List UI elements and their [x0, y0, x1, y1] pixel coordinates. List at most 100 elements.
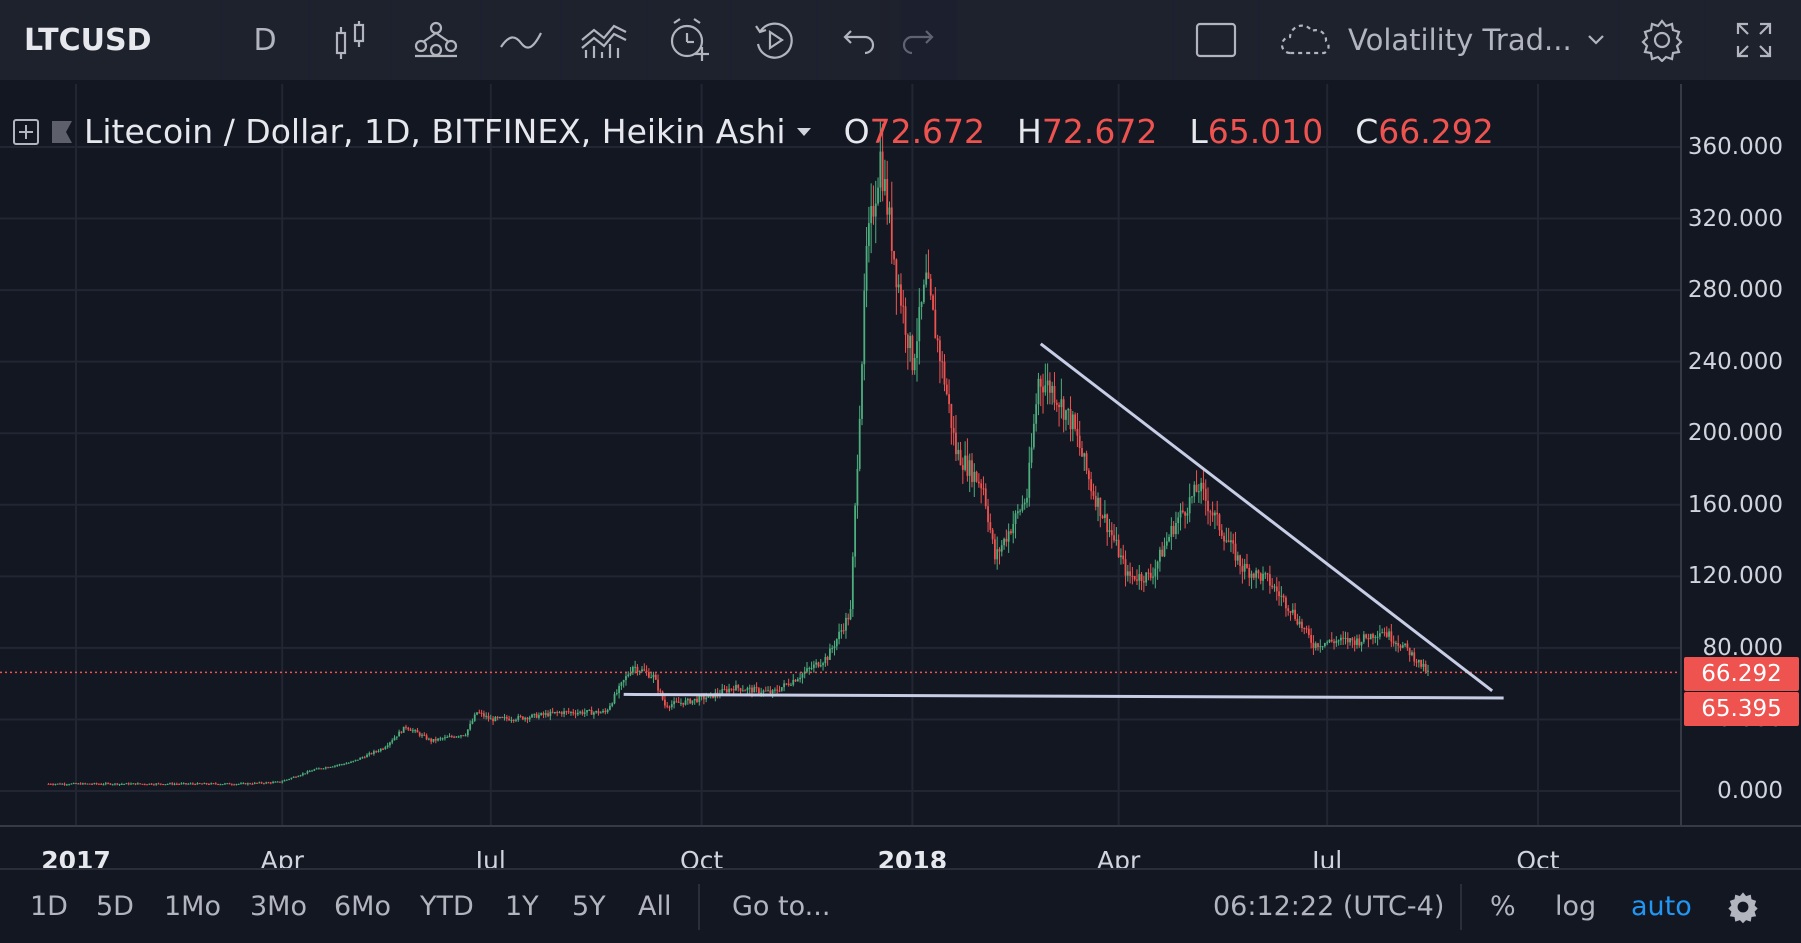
settings-button[interactable]: [1620, 0, 1704, 80]
candle-body: [1248, 567, 1251, 578]
candle-body: [799, 677, 802, 680]
bar-style-button[interactable]: [310, 0, 390, 80]
range-1d[interactable]: 1D: [30, 891, 68, 922]
candle-body: [372, 751, 375, 754]
candle-body: [913, 358, 916, 371]
range-5d[interactable]: 5D: [96, 891, 134, 922]
candle-body: [922, 284, 925, 303]
candle-body: [1120, 555, 1122, 558]
percent-scale-toggle[interactable]: %: [1490, 891, 1516, 922]
candle-body: [927, 272, 930, 279]
candle-body: [409, 729, 412, 731]
candle-body: [386, 745, 389, 748]
candle-body: [336, 765, 339, 767]
range-all[interactable]: All: [638, 891, 672, 922]
candle-body: [542, 713, 545, 715]
candle-body: [1362, 634, 1365, 642]
goto-date-button[interactable]: Go to...: [732, 891, 831, 922]
interval-button[interactable]: D: [222, 0, 308, 80]
candle-body: [139, 783, 142, 785]
candle-body: [1181, 510, 1184, 513]
candle-body: [480, 712, 483, 714]
candle-body: [586, 710, 588, 713]
add-symbol-icon[interactable]: [12, 118, 40, 146]
candle-body: [352, 760, 355, 762]
log-scale-toggle[interactable]: log: [1555, 891, 1597, 922]
range-3mo[interactable]: 3Mo: [250, 891, 307, 922]
candle-body: [549, 711, 552, 717]
candle-body: [263, 783, 265, 785]
candle-body: [1358, 638, 1361, 646]
candle-body: [1262, 573, 1264, 581]
indicators-button[interactable]: [562, 0, 646, 80]
candle-body: [929, 278, 932, 296]
chart-type-line-button[interactable]: [482, 0, 560, 80]
range-6mo[interactable]: 6Mo: [334, 891, 391, 922]
undo-button[interactable]: [818, 0, 900, 80]
candle-body: [276, 781, 279, 783]
flag-icon[interactable]: [50, 119, 74, 145]
candle-body: [164, 784, 167, 786]
drawings-layer: [0, 342, 1681, 700]
candle-body: [1374, 636, 1377, 638]
fullscreen-button[interactable]: [1706, 0, 1801, 80]
candle-body: [508, 718, 511, 721]
candle-body: [1225, 540, 1228, 542]
replay-button[interactable]: [732, 0, 816, 80]
auto-scale-toggle[interactable]: auto: [1631, 891, 1692, 922]
candle-body: [1360, 641, 1363, 646]
legend-caret-icon[interactable]: [796, 127, 812, 137]
compare-button[interactable]: [392, 0, 480, 80]
alert-button[interactable]: [648, 0, 730, 80]
candle-body: [1342, 637, 1345, 639]
candle-body: [1062, 399, 1065, 420]
candle-body: [102, 784, 105, 786]
candle-body: [148, 783, 151, 785]
candle-body: [757, 688, 760, 694]
candle-body: [54, 783, 57, 785]
toolbar-spacer: [958, 0, 1172, 80]
candle-body: [494, 717, 497, 722]
legend-title[interactable]: Litecoin / Dollar, 1D, BITFINEX, Heikin …: [84, 112, 786, 151]
candle-body: [1236, 555, 1239, 561]
range-1y[interactable]: 1Y: [505, 891, 539, 922]
range-5y[interactable]: 5Y: [572, 891, 606, 922]
candle-body: [1216, 512, 1219, 515]
candle-body: [817, 662, 820, 667]
candle-body: [602, 710, 604, 713]
candle-body: [196, 783, 199, 785]
symbol-search-button[interactable]: LTCUSD: [0, 0, 220, 80]
candle-body: [81, 783, 84, 785]
candle-body: [939, 340, 941, 362]
candle-body: [570, 711, 572, 713]
candle-body: [1227, 540, 1230, 543]
candle-body: [260, 782, 263, 784]
candle-body: [1417, 659, 1420, 663]
candle-body: [1351, 638, 1354, 641]
candle-body: [315, 768, 318, 770]
candle-body: [1427, 670, 1429, 672]
bar-style-icon: [335, 21, 365, 59]
candle-body: [835, 639, 838, 647]
rectangle-tool-button[interactable]: [1174, 0, 1258, 80]
candle-body: [1257, 570, 1260, 574]
candle-body: [169, 783, 171, 785]
redo-button[interactable]: [880, 0, 956, 80]
candle-body: [460, 735, 462, 737]
candle-body: [664, 699, 666, 706]
study-template-dropdown[interactable]: Volatility Trad...: [1260, 0, 1618, 80]
candle-body: [590, 709, 593, 715]
chart-settings-button[interactable]: [1726, 870, 1760, 943]
range-ytd[interactable]: YTD: [420, 891, 474, 922]
candle-body: [980, 483, 983, 489]
candle-body: [272, 782, 274, 784]
candle-body: [1016, 511, 1019, 514]
range-1mo[interactable]: 1Mo: [164, 891, 221, 922]
candle-body: [1301, 621, 1303, 628]
candle-body: [187, 783, 190, 785]
candle-body: [906, 334, 909, 349]
candle-body: [432, 739, 435, 742]
candle-body: [611, 703, 614, 706]
clock-timezone[interactable]: 06:12:22 (UTC-4): [1213, 891, 1445, 922]
